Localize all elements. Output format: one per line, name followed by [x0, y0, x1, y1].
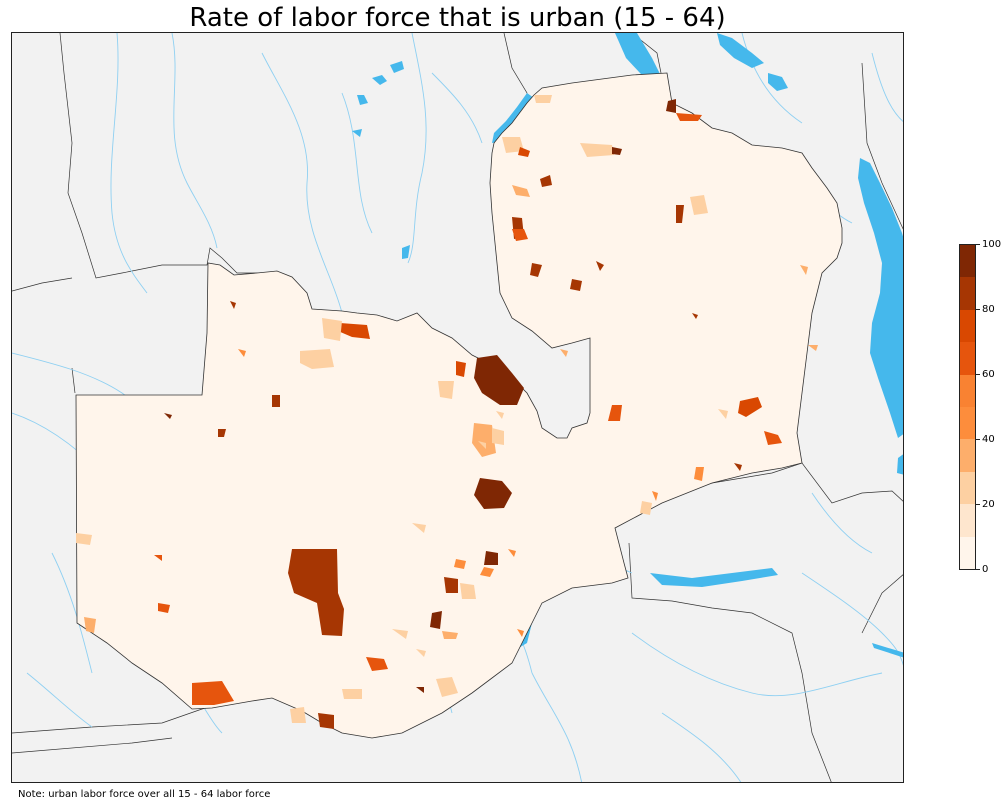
colorbar-step: [960, 309, 975, 343]
colorbar-tick: [976, 569, 980, 570]
colorbar-tick: [976, 244, 980, 245]
colorbar-tick-label: 40: [982, 434, 995, 445]
colorbar-step: [960, 406, 975, 440]
map-title: Rate of labor force that is urban (15 - …: [189, 3, 726, 33]
colorbar-tick: [976, 309, 980, 310]
colorbar-step: [960, 342, 975, 375]
colorbar-step: [960, 536, 975, 569]
colorbar-tick-label: 60: [982, 369, 995, 380]
country-base: [75, 72, 843, 739]
colorbar-step: [960, 374, 975, 407]
colorbar-tick: [976, 504, 980, 505]
colorbar-step: [960, 439, 975, 472]
choropleth-map: [12, 33, 903, 782]
colorbar-step: [960, 504, 975, 537]
colorbar-step: [960, 245, 975, 278]
district-polygons: [76, 95, 818, 729]
colorbar-tick-label: 20: [982, 499, 995, 510]
colorbar-step: [960, 471, 975, 505]
colorbar-tick: [976, 439, 980, 440]
colorbar-tick-label: 80: [982, 304, 995, 315]
colorbar-tick-label: 0: [982, 564, 989, 575]
colorbar-tick-label: 100: [982, 239, 1002, 250]
colorbar-step: [960, 277, 975, 310]
map-area: [11, 32, 904, 783]
footnote: Note: urban labor force over all 15 - 64…: [18, 789, 271, 800]
colorbar-tick: [976, 374, 980, 375]
colorbar-legend: [959, 244, 976, 570]
